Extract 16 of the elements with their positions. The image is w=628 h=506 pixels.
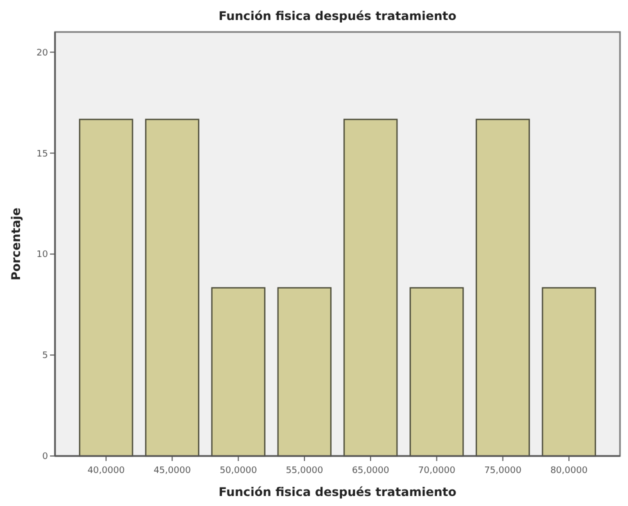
x-tick-label: 55,0000 — [286, 466, 324, 476]
x-tick-label: 70,0000 — [418, 466, 456, 476]
y-tick-label: 10 — [36, 250, 48, 260]
x-tick-label: 40,0000 — [87, 466, 125, 476]
y-axis-title: Porcentaje — [9, 208, 23, 280]
y-tick-label: 20 — [36, 48, 48, 58]
x-tick-label: 75,0000 — [484, 466, 522, 476]
x-tick-label: 80,0000 — [550, 466, 588, 476]
y-tick-label: 0 — [42, 452, 48, 462]
x-tick-label: 50,0000 — [220, 466, 258, 476]
x-tick-label: 45,0000 — [154, 466, 192, 476]
x-tick-label: 65,0000 — [352, 466, 390, 476]
chart-title: Función fisica después tratamiento — [218, 9, 456, 23]
x-axis-title: Función fisica después tratamiento — [218, 485, 456, 499]
y-tick-label: 15 — [36, 149, 48, 160]
y-tick-label: 5 — [42, 351, 48, 362]
